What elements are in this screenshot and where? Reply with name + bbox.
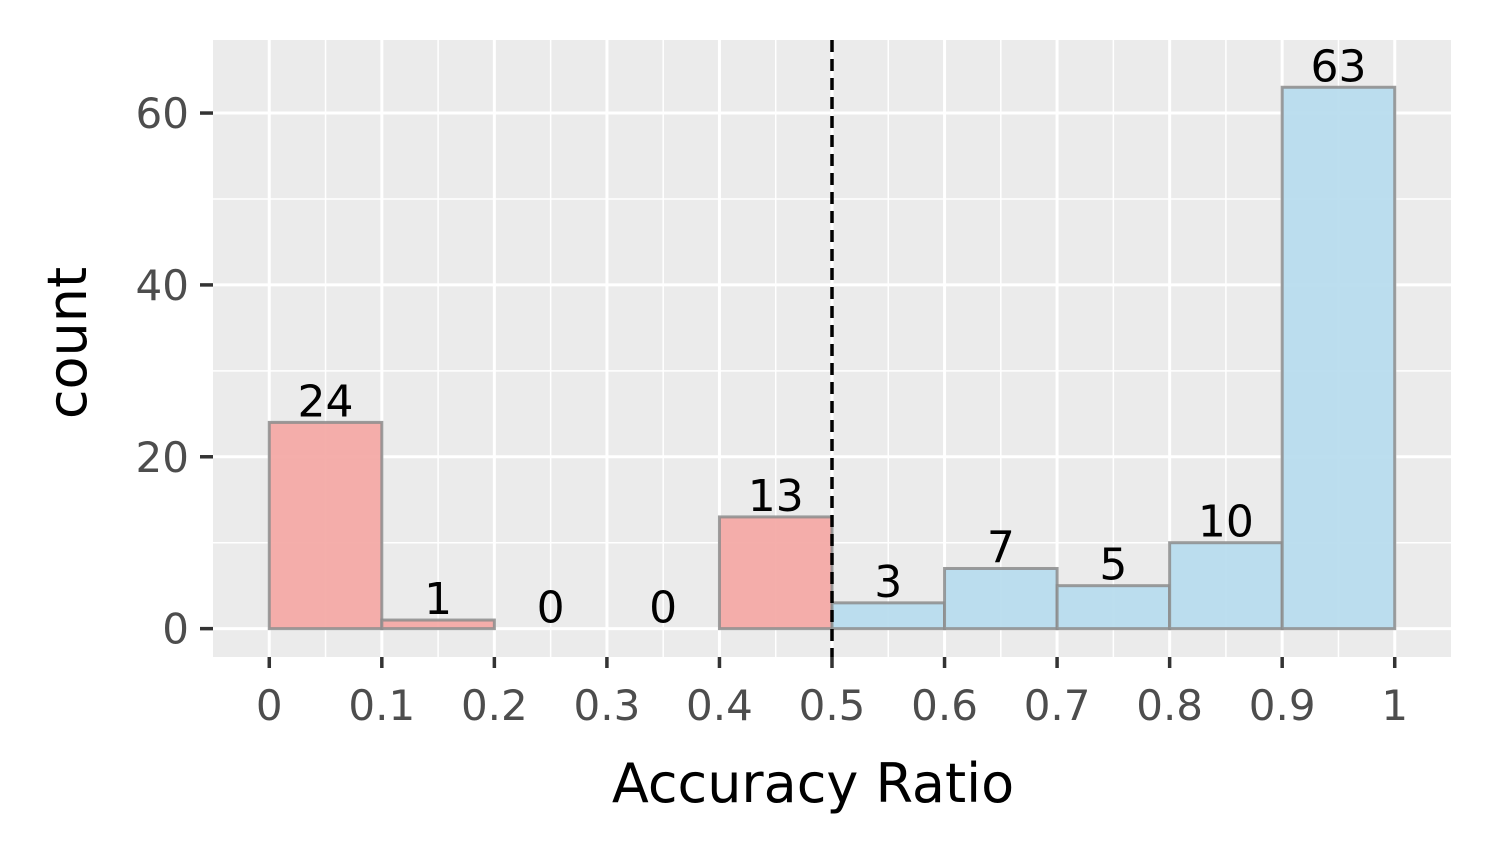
y-tick-label: 20 [136, 433, 189, 482]
x-tick-label: 0.1 [348, 681, 415, 730]
x-tick-label: 0.5 [799, 681, 866, 730]
bar-value-label: 1 [424, 574, 452, 625]
x-tick-label: 0.7 [1024, 681, 1091, 730]
bar-value-label: 0 [537, 583, 565, 634]
y-tick-label: 40 [136, 261, 189, 310]
x-tick-label: 1 [1381, 681, 1408, 730]
histogram-bar [1055, 584, 1172, 631]
bar-value-label: 3 [874, 557, 902, 608]
bar-value-label: 5 [1099, 540, 1127, 591]
bar-value-label: 24 [298, 376, 354, 427]
x-tick-label: 0.3 [574, 681, 641, 730]
histogram-bar [1168, 541, 1284, 631]
y-axis-title: count [36, 267, 99, 419]
y-tick-label: 60 [136, 89, 189, 138]
x-tick-label: 0.6 [911, 681, 978, 730]
x-axis-title: Accuracy Ratio [612, 752, 1014, 815]
bar-value-label: 10 [1198, 497, 1254, 548]
histogram-bar [943, 566, 1059, 631]
x-tick-label: 0.4 [686, 681, 753, 730]
bar-value-label: 0 [649, 583, 677, 634]
y-axis: 0 20 40 60 [136, 89, 213, 654]
histogram-bar [267, 420, 384, 631]
x-tick-label: 0.2 [461, 681, 528, 730]
bar-value-label: 7 [987, 522, 1015, 573]
histogram-bar [717, 515, 834, 631]
x-axis: 0 0.1 0.2 0.3 0.4 0.5 0.6 0.7 0.8 0.9 1 [256, 657, 1408, 730]
histogram-bar [380, 618, 496, 631]
x-tick-label: 0.9 [1249, 681, 1316, 730]
x-tick-label: 0.8 [1136, 681, 1203, 730]
x-tick-label: 0 [256, 681, 283, 730]
bars [267, 85, 1397, 631]
bar-value-label: 63 [1310, 41, 1366, 92]
histogram-bar [1280, 85, 1397, 631]
bar-value-label: 13 [748, 471, 804, 522]
y-tick-label: 0 [162, 605, 189, 654]
